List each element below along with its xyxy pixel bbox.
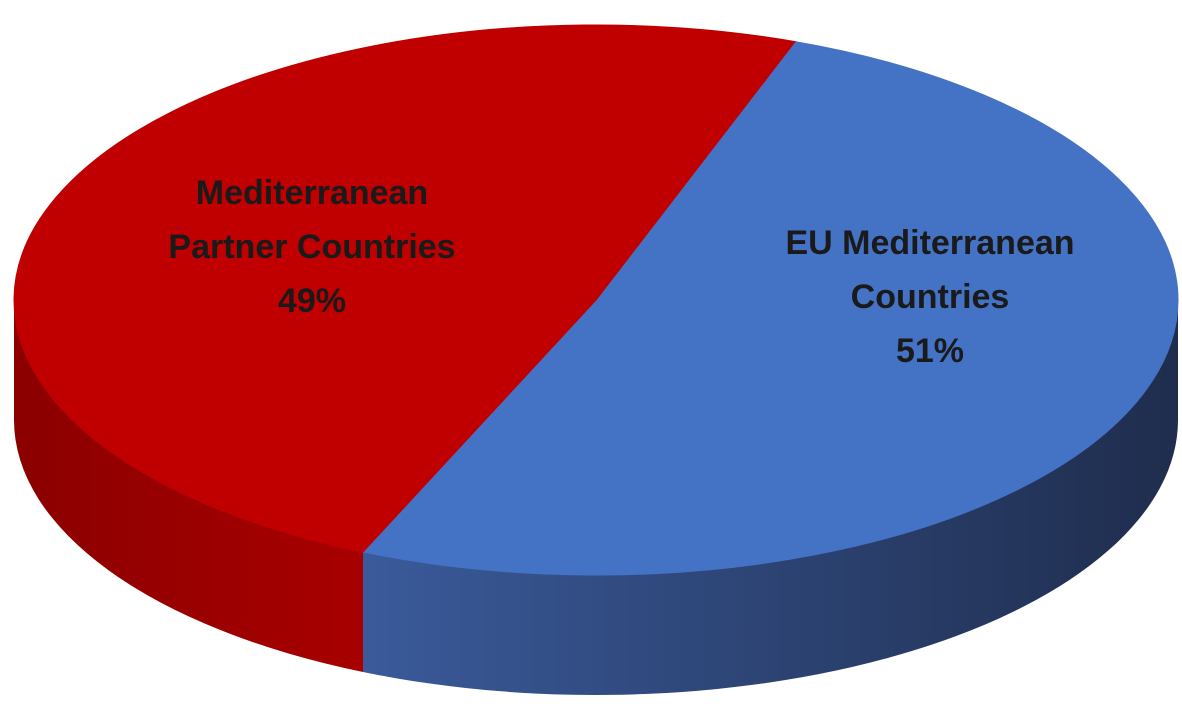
slice-label-0-line-1: Countries bbox=[851, 278, 1010, 316]
pie-tops bbox=[13, 24, 1179, 576]
slice-label-0-line-0: EU Mediterranean bbox=[785, 224, 1074, 262]
pie-sides bbox=[14, 300, 1179, 695]
slice-percent-label-0: 51% bbox=[896, 332, 964, 370]
slice-label-1-line-1: Partner Countries bbox=[168, 228, 455, 266]
slice-percent-label-1: 49% bbox=[278, 282, 346, 320]
pie-slice-1 bbox=[13, 24, 796, 553]
pie-slice-side-1 bbox=[14, 300, 363, 672]
slice-label-1-line-0: Mediterranean bbox=[196, 174, 428, 212]
pie-slice-side-0 bbox=[362, 300, 1179, 695]
pie-slice-0 bbox=[362, 41, 1179, 576]
pie-labels: EU Mediterranean Countries 51% Mediterranea… bbox=[168, 174, 1074, 370]
